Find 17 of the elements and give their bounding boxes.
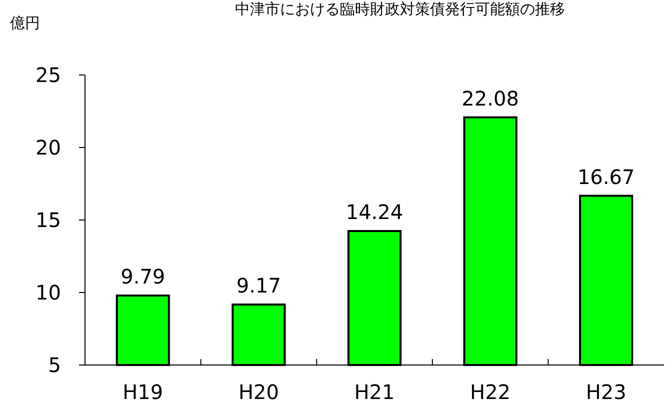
data-label: 14.24 [346, 200, 404, 224]
data-label: 16.67 [577, 164, 635, 189]
y-tick-label: 10 [36, 280, 61, 304]
data-label: 9.79 [120, 264, 166, 289]
chart-title: 中津市における臨時財政対策債発行可能額の推移 [235, 0, 565, 18]
y-tick-label: 25 [36, 63, 61, 87]
x-tick-label: H22 [470, 380, 511, 404]
y-tick-label: 20 [36, 136, 61, 160]
x-tick-label: H21 [354, 380, 395, 404]
data-label: 22.08 [462, 86, 519, 110]
data-label: 9.17 [236, 274, 281, 298]
x-tick-label: H23 [586, 380, 626, 404]
y-tick-label: 5 [48, 353, 61, 377]
x-tick-label: H20 [238, 380, 279, 404]
y-tick-label: 15 [36, 208, 61, 232]
x-tick-label: H19 [122, 380, 164, 404]
y-axis-title: 億円 [10, 14, 40, 32]
